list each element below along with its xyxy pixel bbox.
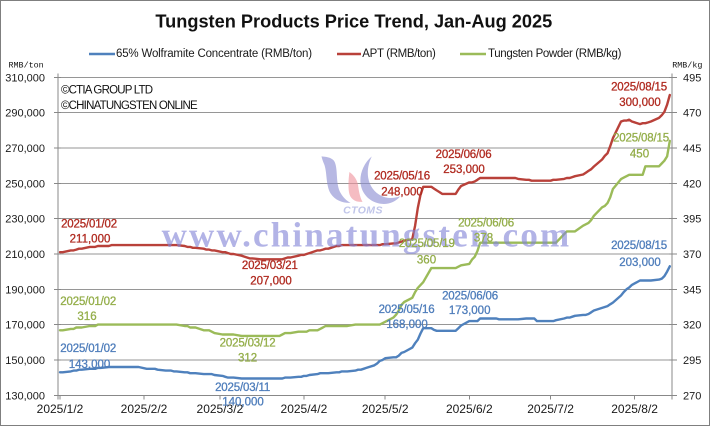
- svg-text:211,000: 211,000: [70, 234, 111, 246]
- svg-text:378: 378: [474, 233, 493, 245]
- svg-text:168,000: 168,000: [386, 319, 428, 331]
- svg-text:395: 395: [683, 214, 701, 226]
- svg-text:170,000: 170,000: [5, 320, 45, 332]
- svg-text:RMB/ton: RMB/ton: [9, 60, 44, 70]
- svg-text:2025/7/2: 2025/7/2: [527, 402, 574, 416]
- svg-text:207,000: 207,000: [250, 276, 292, 288]
- svg-text:150,000: 150,000: [5, 355, 45, 367]
- svg-text:360: 360: [417, 254, 436, 266]
- svg-text:370: 370: [683, 249, 701, 261]
- svg-text:2025/05/16: 2025/05/16: [374, 170, 430, 182]
- svg-text:295: 295: [683, 355, 701, 367]
- svg-text:CTOMS: CTOMS: [343, 204, 383, 216]
- svg-text:2025/06/06: 2025/06/06: [442, 291, 498, 303]
- svg-text:2025/6/2: 2025/6/2: [446, 402, 493, 416]
- svg-text:2025/4/2: 2025/4/2: [281, 402, 328, 416]
- svg-text:450: 450: [630, 149, 649, 161]
- svg-text:345: 345: [683, 284, 701, 296]
- svg-text:2025/05/16: 2025/05/16: [379, 304, 435, 316]
- svg-text:www.chinatungsten.com: www.chinatungsten.com: [162, 216, 572, 255]
- svg-text:143,000: 143,000: [69, 359, 111, 371]
- svg-text:310,000: 310,000: [5, 72, 45, 84]
- svg-text:2025/08/15: 2025/08/15: [611, 240, 667, 252]
- svg-text:210,000: 210,000: [5, 249, 45, 261]
- svg-text:253,000: 253,000: [443, 164, 485, 176]
- svg-text:2025/5/2: 2025/5/2: [362, 402, 409, 416]
- svg-text:316: 316: [77, 311, 96, 323]
- svg-text:270,000: 270,000: [5, 143, 45, 155]
- svg-text:2025/08/15: 2025/08/15: [611, 82, 667, 94]
- svg-text:495: 495: [683, 72, 701, 84]
- svg-text:2025/2/2: 2025/2/2: [121, 402, 168, 416]
- svg-text:2025/08/15: 2025/08/15: [613, 133, 669, 145]
- svg-text:2025/05/19: 2025/05/19: [399, 238, 455, 250]
- svg-text:2025/03/12: 2025/03/12: [220, 337, 276, 349]
- svg-text:203,000: 203,000: [619, 257, 661, 269]
- svg-text:445: 445: [683, 143, 701, 155]
- svg-text:2025/06/06: 2025/06/06: [458, 218, 514, 230]
- svg-text:2025/03/21: 2025/03/21: [242, 260, 298, 272]
- svg-text:173,000: 173,000: [449, 305, 491, 317]
- svg-text:2025/01/02: 2025/01/02: [60, 296, 116, 308]
- svg-text:2025/1/2: 2025/1/2: [37, 402, 84, 416]
- svg-text:Tungsten Powder (RMB/kg): Tungsten Powder (RMB/kg): [488, 48, 622, 60]
- svg-text:470: 470: [683, 108, 701, 120]
- svg-text:190,000: 190,000: [5, 284, 45, 296]
- svg-text:312: 312: [238, 353, 257, 365]
- svg-text:290,000: 290,000: [5, 108, 45, 120]
- svg-text:420: 420: [683, 178, 701, 190]
- svg-text:2025/01/02: 2025/01/02: [61, 219, 117, 231]
- svg-text:130,000: 130,000: [5, 390, 45, 402]
- svg-text:APT (RMB/ton): APT (RMB/ton): [362, 48, 436, 60]
- svg-text:2025/06/06: 2025/06/06: [436, 149, 492, 161]
- svg-text:2025/8/2: 2025/8/2: [611, 402, 658, 416]
- svg-text:2025/03/11: 2025/03/11: [215, 382, 270, 394]
- svg-text:248,000: 248,000: [381, 187, 423, 199]
- svg-text:300,000: 300,000: [619, 97, 661, 109]
- svg-text:320: 320: [683, 320, 701, 332]
- svg-text:250,000: 250,000: [5, 178, 45, 190]
- svg-text:Tungsten Products Price Trend,: Tungsten Products Price Trend, Jan-Aug 2…: [155, 12, 552, 32]
- svg-text:2025/3/2: 2025/3/2: [197, 402, 244, 416]
- svg-text:140,000: 140,000: [222, 397, 264, 409]
- svg-text:©CHINATUNGSTEN ONLINE: ©CHINATUNGSTEN ONLINE: [61, 100, 198, 112]
- svg-text:2025/01/02: 2025/01/02: [60, 343, 116, 355]
- svg-text:©CTIA GROUP LTD: ©CTIA GROUP LTD: [61, 85, 153, 97]
- svg-text:RMB/kg: RMB/kg: [672, 60, 702, 70]
- svg-text:65% Wolframite Concentrate (RM: 65% Wolframite Concentrate (RMB/ton): [116, 48, 312, 60]
- svg-text:230,000: 230,000: [5, 214, 45, 226]
- svg-text:270: 270: [683, 390, 701, 402]
